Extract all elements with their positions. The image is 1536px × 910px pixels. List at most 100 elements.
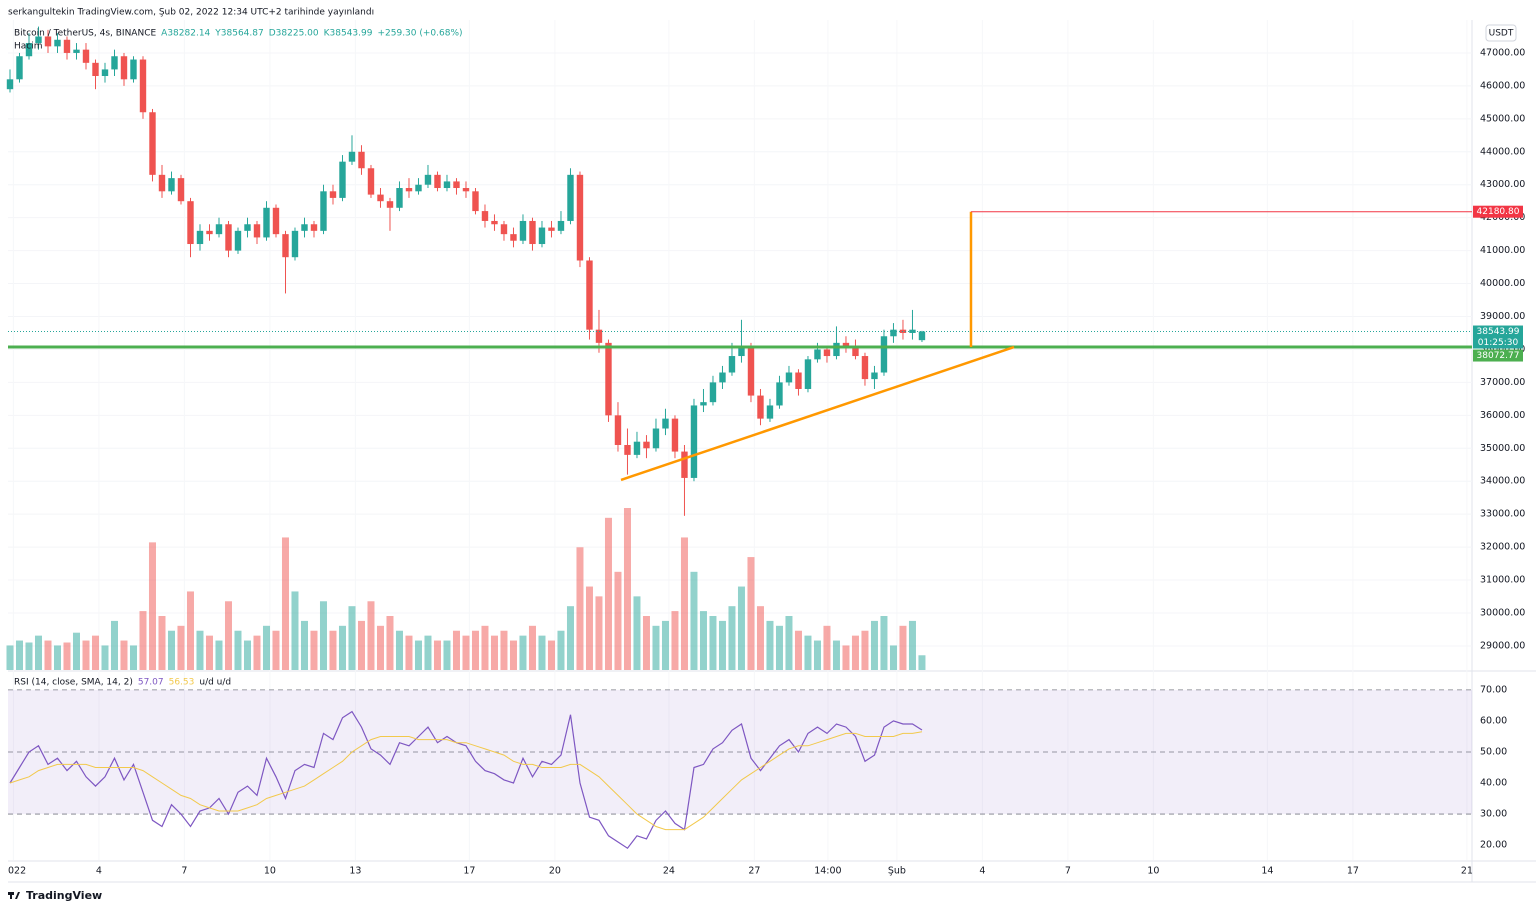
rsi-tick-label: 40.00 [1480, 778, 1507, 789]
last-price-box [1473, 325, 1523, 349]
candle-body [301, 224, 308, 231]
candle-body [6, 79, 14, 90]
volume-bar [794, 630, 802, 670]
y-tick-label: 34000.00 [1480, 476, 1525, 487]
rsi-line [9, 731, 923, 831]
candle-body [757, 395, 764, 419]
y-tick-label: 33000.00 [1480, 509, 1525, 520]
candle-body [386, 201, 394, 208]
target-label: 42180.80 [1477, 207, 1520, 217]
candle-body [557, 220, 565, 231]
rsi-sma-value: 56.53 [169, 678, 195, 688]
candle-body [405, 188, 413, 192]
volume-bar [823, 625, 831, 670]
volume-bar [272, 630, 280, 670]
candle-body [329, 191, 337, 198]
x-tick-label: 14 [1261, 866, 1273, 877]
x-tick-label: 7 [181, 866, 187, 877]
volume-bar [481, 625, 489, 670]
rsi-tick-label: 20.00 [1480, 840, 1507, 851]
candle-body [842, 342, 850, 347]
candle-body [671, 418, 679, 452]
candle-body [272, 207, 280, 235]
logo-mark [15, 892, 20, 899]
candle-body [500, 224, 508, 235]
candle-body [348, 151, 356, 162]
candle-body [491, 220, 498, 225]
y-tick-label: 38000.00 [1480, 344, 1525, 355]
candle-body [614, 415, 622, 445]
candle-body [282, 234, 289, 258]
candle-body [595, 329, 603, 343]
candle-body [158, 174, 166, 192]
y-tick-label: 43000.00 [1480, 179, 1525, 190]
candle-body [890, 329, 897, 337]
volume-bar [139, 611, 147, 670]
volume-legend: Hacim [14, 42, 43, 52]
volume-bar [367, 601, 375, 670]
trendline [620, 345, 1015, 482]
volume-bar [91, 635, 99, 670]
ohlc-value: D38225.00 [269, 29, 319, 39]
volume-bar [386, 616, 394, 670]
candle-body [291, 230, 299, 258]
candle-body [120, 56, 128, 80]
candle-body [918, 331, 926, 341]
candle-body [434, 174, 441, 189]
ohlc-value: +259.30 (+0.68%) [377, 29, 462, 39]
candle-body [234, 230, 242, 251]
volume-bar [25, 642, 33, 670]
volume-bar [690, 571, 698, 670]
ohlc-value: Y38564.87 [214, 29, 263, 39]
volume-bar [6, 645, 14, 670]
ohlc-value: A38282.14 [161, 29, 210, 39]
volume-bar [918, 655, 926, 670]
candle-body [101, 69, 109, 77]
candle-body [82, 49, 90, 63]
candle-body [643, 441, 650, 449]
y-tick-label: 39000.00 [1480, 311, 1525, 322]
volume-bar [462, 635, 470, 670]
candle-body [244, 224, 251, 231]
volume-bar [604, 517, 612, 670]
volume-bar [642, 616, 650, 670]
candle-body [16, 56, 23, 80]
x-tick-label: 17 [463, 866, 475, 877]
volume-bar [376, 625, 384, 670]
volume-bar [728, 606, 736, 670]
volume-bar [120, 640, 128, 670]
volume-bar [158, 616, 166, 670]
volume-bar [538, 635, 546, 670]
candle-body [700, 402, 707, 406]
candle-body [130, 59, 137, 80]
x-tick-label: 17 [1347, 866, 1359, 877]
chart-title: serkangultekin TradingView.com, Şub 02, … [8, 8, 374, 18]
rsi-value: 57.07 [138, 678, 164, 688]
candle-body [529, 220, 536, 245]
y-tick-label: 30000.00 [1480, 608, 1525, 619]
countdown: 01:25:30 [1478, 338, 1519, 348]
candle-body [63, 39, 71, 53]
candle-body [168, 178, 175, 192]
volume-bar [253, 635, 261, 670]
volume-bar [661, 620, 669, 670]
symbol: Bitcoin / TetherUS, 4s, BINANCE [14, 29, 156, 39]
candle-body [310, 224, 318, 231]
x-tick-label: 21 [1461, 866, 1473, 877]
volume-bar [880, 616, 888, 670]
candle-body [871, 372, 878, 380]
candle-body [111, 56, 118, 70]
logo-text: TradingView [26, 889, 102, 902]
candle-body [833, 342, 840, 357]
volume-bar [614, 571, 622, 670]
candle-body [35, 36, 42, 44]
x-tick-label: 10 [1147, 866, 1159, 877]
volume-bar [329, 630, 337, 670]
volume-bar [148, 542, 156, 670]
volume-bar [576, 547, 584, 670]
volume-bar [262, 625, 270, 670]
candle-body [548, 227, 555, 231]
candle-body [785, 372, 793, 383]
y-tick-label: 29000.00 [1480, 640, 1525, 651]
x-tick-label: 4 [96, 866, 102, 877]
